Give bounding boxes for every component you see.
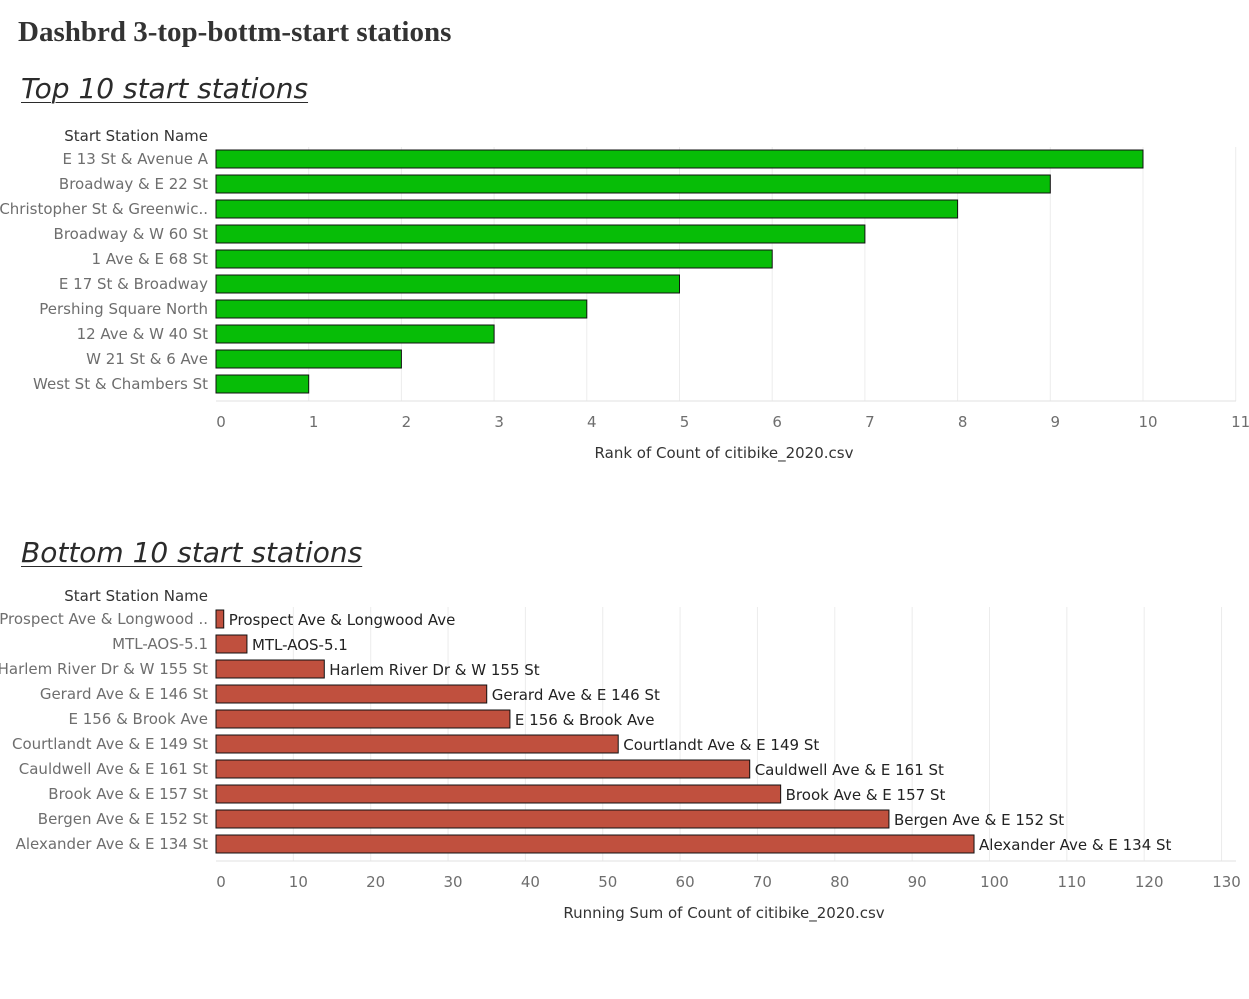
bar (215, 374, 310, 394)
x-tick-label: 60 (676, 873, 695, 891)
x-tick-label: 2 (402, 413, 412, 431)
x-tick-label: 9 (1051, 413, 1061, 431)
x-tick-label: 100 (980, 873, 1009, 891)
bar (215, 809, 890, 829)
data-label: Gerard Ave & E 146 St (492, 686, 660, 704)
bar (215, 274, 680, 294)
x-tick-label: 110 (1058, 873, 1087, 891)
data-label: Alexander Ave & E 134 St (979, 836, 1172, 854)
category-label: Harlem River Dr & W 155 St (0, 660, 208, 678)
x-axis-title: Running Sum of Count of citibike_2020.cs… (563, 904, 884, 923)
category-label: Alexander Ave & E 134 St (16, 835, 209, 853)
category-label: Gerard Ave & E 146 St (40, 685, 208, 703)
x-tick-label: 3 (494, 413, 504, 431)
category-label: Prospect Ave & Longwood .. (0, 610, 208, 628)
x-tick-label: 6 (772, 413, 782, 431)
x-tick-label: 40 (521, 873, 540, 891)
x-axis-title: Rank of Count of citibike_2020.csv (595, 444, 854, 463)
data-label: E 156 & Brook Ave (515, 711, 655, 729)
category-label: West St & Chambers St (33, 375, 208, 393)
x-tick-label: 30 (444, 873, 463, 891)
bar (215, 784, 782, 804)
bar (215, 249, 773, 269)
data-label: Cauldwell Ave & E 161 St (755, 761, 944, 779)
bar (215, 149, 1144, 169)
bar (215, 709, 511, 729)
x-tick-label: 130 (1212, 873, 1241, 891)
category-label: Christopher St & Greenwic.. (0, 200, 208, 218)
row-header: Start Station Name (64, 587, 208, 605)
x-tick-label: 8 (958, 413, 968, 431)
x-tick-label: 70 (753, 873, 772, 891)
dashboard-title: Dashbrd 3-top-bottm-start stations (18, 16, 452, 48)
category-label: Brook Ave & E 157 St (48, 785, 208, 803)
category-label: 12 Ave & W 40 St (77, 325, 209, 343)
category-label: E 156 & Brook Ave (68, 710, 208, 728)
category-label: Broadway & W 60 St (54, 225, 209, 243)
top-chart-title: Top 10 start stations (21, 72, 309, 105)
x-tick-label: 0 (216, 873, 226, 891)
x-tick-label: 0 (216, 413, 226, 431)
category-label: W 21 St & 6 Ave (86, 350, 208, 368)
data-label: Bergen Ave & E 152 St (894, 811, 1064, 829)
bar (215, 224, 866, 244)
x-tick-label: 120 (1135, 873, 1164, 891)
x-tick-label: 10 (289, 873, 308, 891)
category-label: E 13 St & Avenue A (63, 150, 209, 168)
bar (215, 349, 402, 369)
category-label: Cauldwell Ave & E 161 St (19, 760, 208, 778)
x-tick-label: 80 (830, 873, 849, 891)
category-label: 1 Ave & E 68 St (91, 250, 208, 268)
data-label: Courtlandt Ave & E 149 St (623, 736, 819, 754)
bar (215, 199, 959, 219)
bar (215, 634, 248, 654)
x-tick-label: 4 (587, 413, 597, 431)
data-label: Harlem River Dr & W 155 St (329, 661, 540, 679)
x-tick-label: 7 (865, 413, 875, 431)
x-tick-label: 10 (1138, 413, 1157, 431)
bottom-stations-chart: 0 10 20 30 40 50 60 70 80 90 100 110 120 130 Running S… (0, 587, 1241, 923)
bar (215, 609, 225, 629)
bottom-chart-title: Bottom 10 start stations (21, 536, 363, 569)
bar (215, 684, 488, 704)
x-tick-label: 20 (366, 873, 385, 891)
category-label: E 17 St & Broadway (59, 275, 208, 293)
row-header: Start Station Name (64, 127, 208, 145)
x-tick-label: 1 (309, 413, 319, 431)
bar (215, 324, 495, 344)
category-label: Pershing Square North (39, 300, 208, 318)
data-label: Brook Ave & E 157 St (786, 786, 946, 804)
top-stations-chart: 0 1 2 3 4 5 6 7 8 9 10 11 Rank of Count of citibike_… (0, 127, 1249, 463)
x-tick-label: 11 (1231, 413, 1249, 431)
x-tick-label: 5 (680, 413, 690, 431)
bar (215, 834, 975, 854)
data-label: Prospect Ave & Longwood Ave (229, 611, 456, 629)
category-label: Broadway & E 22 St (59, 175, 208, 193)
x-tick-label: 50 (598, 873, 617, 891)
bar (215, 659, 325, 679)
bar (215, 299, 588, 319)
category-label: Bergen Ave & E 152 St (38, 810, 208, 828)
bar (215, 734, 619, 754)
x-tick-label: 90 (908, 873, 927, 891)
bar (215, 759, 751, 779)
category-label: Courtlandt Ave & E 149 St (12, 735, 208, 753)
bar (215, 174, 1051, 194)
category-label: MTL-AOS-5.1 (112, 635, 208, 653)
data-label: MTL-AOS-5.1 (252, 636, 348, 654)
